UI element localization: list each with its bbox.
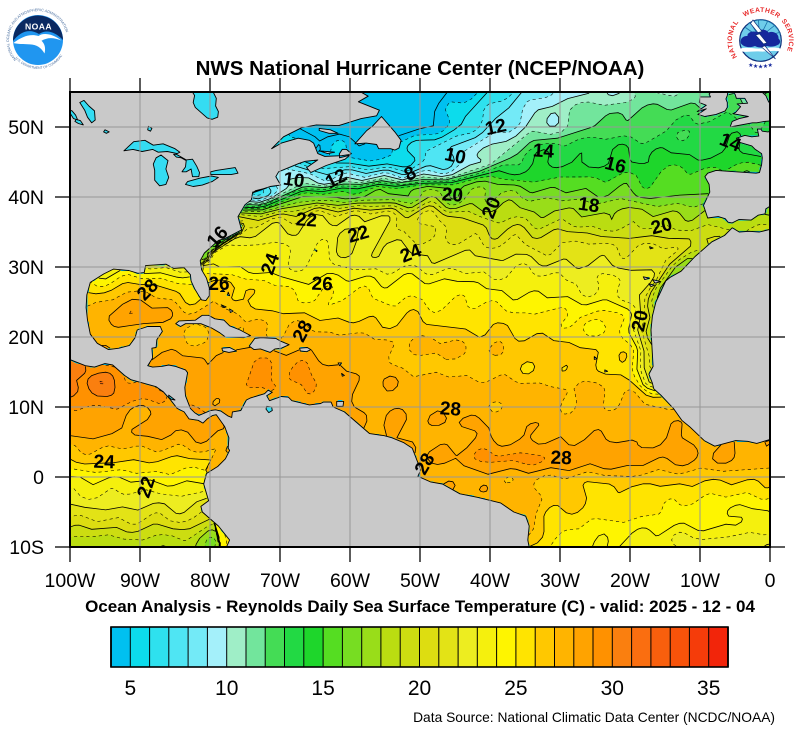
svg-text:Data Source: National Climatic: Data Source: National Climatic Data Cent… <box>413 710 775 725</box>
svg-text:14: 14 <box>532 140 555 162</box>
svg-text:20N: 20N <box>8 327 44 349</box>
svg-text:★: ★ <box>763 63 768 70</box>
svg-text:28: 28 <box>439 398 462 420</box>
svg-text:60W: 60W <box>330 570 371 592</box>
svg-text:26: 26 <box>311 274 333 296</box>
svg-text:★: ★ <box>753 63 758 70</box>
svg-text:90W: 90W <box>120 570 161 592</box>
svg-text:30N: 30N <box>8 257 44 279</box>
svg-text:20: 20 <box>441 184 464 206</box>
svg-text:18: 18 <box>577 194 601 218</box>
svg-text:40N: 40N <box>8 187 44 209</box>
svg-text:10W: 10W <box>680 570 721 592</box>
svg-text:15: 15 <box>311 677 334 700</box>
svg-text:20: 20 <box>628 308 653 333</box>
svg-text:30W: 30W <box>540 570 581 592</box>
svg-text:10: 10 <box>215 677 238 700</box>
svg-text:Ocean Analysis - Reynolds Dail: Ocean Analysis - Reynolds Daily Sea Surf… <box>85 597 755 616</box>
svg-text:20: 20 <box>408 677 431 700</box>
svg-text:0: 0 <box>33 467 44 489</box>
svg-text:5: 5 <box>124 677 136 700</box>
svg-text:10: 10 <box>443 144 468 169</box>
svg-text:NOAA: NOAA <box>25 22 52 32</box>
svg-text:10S: 10S <box>9 537 44 559</box>
svg-text:★: ★ <box>768 62 773 69</box>
svg-text:20: 20 <box>649 214 675 239</box>
svg-text:20W: 20W <box>610 570 651 592</box>
svg-text:50N: 50N <box>8 117 44 139</box>
svg-text:22: 22 <box>295 209 318 231</box>
svg-text:10: 10 <box>282 169 306 193</box>
svg-text:★: ★ <box>758 64 763 71</box>
svg-text:28: 28 <box>550 448 572 470</box>
svg-text:10N: 10N <box>8 397 44 419</box>
svg-text:30: 30 <box>601 677 624 700</box>
svg-text:50W: 50W <box>400 570 441 592</box>
svg-text:12: 12 <box>483 115 508 140</box>
svg-text:16: 16 <box>603 153 629 178</box>
svg-text:NWS National Hurricane Center: NWS National Hurricane Center (NCEP/NOAA… <box>196 57 645 80</box>
svg-text:35: 35 <box>697 677 720 700</box>
svg-text:★: ★ <box>748 62 753 69</box>
svg-text:70W: 70W <box>260 570 301 592</box>
svg-text:100W: 100W <box>45 570 97 592</box>
svg-text:26: 26 <box>208 274 229 295</box>
svg-text:80W: 80W <box>190 570 231 592</box>
svg-text:0: 0 <box>765 570 776 592</box>
svg-text:25: 25 <box>504 677 527 700</box>
svg-text:40W: 40W <box>470 570 511 592</box>
svg-text:24: 24 <box>93 452 115 474</box>
